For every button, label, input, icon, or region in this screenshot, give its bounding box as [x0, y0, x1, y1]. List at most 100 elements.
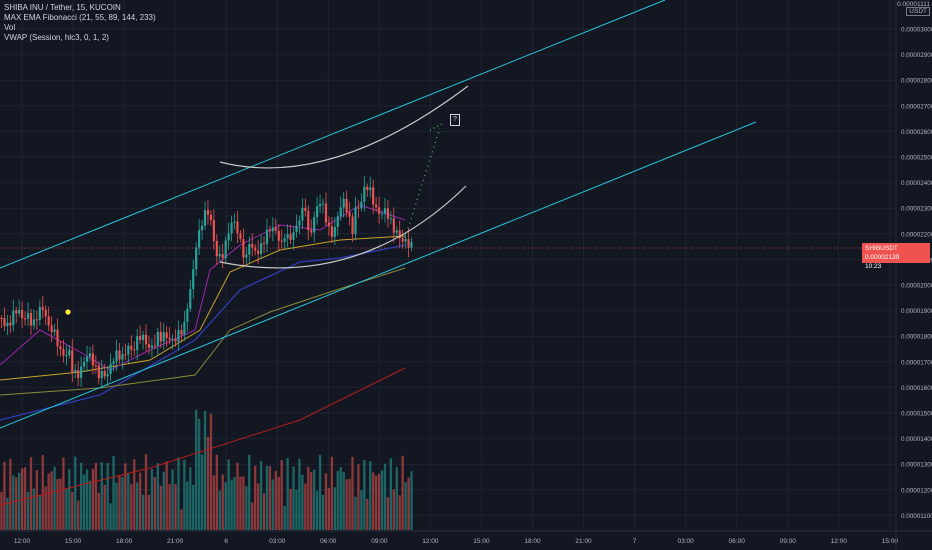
volume-bar	[71, 491, 74, 530]
x-tick-label: 03:00	[269, 538, 286, 545]
candle-body	[139, 336, 142, 341]
candle-body	[206, 210, 210, 215]
candle-body	[286, 234, 289, 239]
volume-bar	[254, 465, 257, 530]
x-tick-label: 21:00	[167, 538, 184, 545]
candle-body	[56, 329, 59, 347]
candle-body	[268, 229, 271, 232]
volume-bar	[200, 454, 204, 530]
candle-body	[389, 218, 392, 220]
volume-indicator-label[interactable]: Vol	[4, 23, 16, 32]
x-tick-label: 15:00	[882, 538, 899, 545]
volume-bar	[180, 509, 183, 530]
arc-lower	[219, 185, 467, 269]
x-tick-label: 12:00	[14, 538, 31, 545]
volume-bar	[88, 480, 92, 530]
ema-144-line	[0, 244, 406, 421]
candle-body	[274, 227, 277, 231]
candle-body	[103, 370, 106, 377]
volume-bar	[165, 461, 168, 530]
badge-countdown: 10:23	[865, 263, 882, 270]
volume-bar	[85, 469, 89, 530]
currency-corner[interactable]: 0.00001111 USDT	[897, 1, 930, 16]
x-tick-label: 21:00	[575, 538, 592, 545]
candle-body	[336, 216, 339, 227]
volume-bar	[56, 479, 59, 530]
candle-body	[378, 207, 381, 214]
volume-bar	[38, 494, 41, 530]
candle-body	[29, 312, 33, 326]
volume-bar	[313, 469, 316, 530]
volume-bar	[209, 414, 213, 530]
currency-label[interactable]: USDT	[906, 7, 930, 16]
candle-body	[398, 230, 401, 239]
candle-body	[277, 230, 280, 241]
volume-bar	[283, 505, 286, 530]
volume-bar	[286, 458, 289, 530]
volume-bar	[0, 492, 3, 530]
candle-body	[351, 216, 354, 235]
candle-body	[115, 350, 118, 362]
volume-bar	[62, 457, 65, 530]
ema-89-line	[0, 235, 406, 381]
symbol-title[interactable]: SHIBA INU / Tether, 15, KUCOIN	[4, 3, 121, 12]
candle-body	[404, 239, 407, 242]
candle-body	[242, 238, 245, 258]
volume-bar	[280, 460, 283, 530]
candle-body	[265, 229, 269, 245]
candle-body	[24, 318, 27, 320]
volume-bar	[50, 471, 53, 530]
candle-body	[168, 337, 171, 340]
candle-body	[339, 207, 342, 217]
chart-legend: SHIBA INU / Tether, 15, KUCOIN MAX EMA F…	[4, 3, 156, 43]
volume-bar	[321, 494, 325, 530]
candle-body	[3, 318, 6, 326]
candle-body	[83, 361, 86, 367]
question-annotation[interactable]: ?	[450, 114, 460, 126]
x-tick-label: 09:00	[780, 538, 797, 545]
y-tick-label: 0.00002600	[901, 129, 932, 136]
volume-bar	[369, 461, 372, 530]
y-tick-label: 0.00002800	[901, 78, 932, 85]
volume-bar	[103, 484, 106, 530]
volume-bar	[74, 456, 77, 530]
volume-bar	[330, 456, 334, 530]
candle-body	[230, 222, 233, 234]
y-tick-label: 0.00002000	[901, 283, 932, 290]
volume-bar	[372, 472, 375, 530]
candle-body	[198, 230, 201, 248]
volume-bar	[206, 436, 210, 530]
volume-bar	[221, 474, 224, 530]
candle-body	[262, 243, 266, 245]
candle-body	[85, 356, 89, 362]
volume-bar	[251, 502, 254, 530]
candle-body	[327, 222, 330, 227]
volume-bar	[230, 479, 233, 530]
volume-bar	[366, 498, 369, 530]
vwap-indicator-label[interactable]: VWAP (Session, hlc3, 0, 1, 2)	[4, 33, 109, 42]
x-tick-label: 6	[224, 538, 228, 545]
volume-bar	[292, 466, 295, 530]
volume-bar	[153, 477, 157, 530]
candle-body	[38, 306, 41, 320]
candle-body	[65, 355, 68, 357]
volume-bar	[315, 491, 319, 530]
candle-body	[354, 207, 357, 235]
candle-body	[330, 226, 333, 237]
x-tick-label: 7	[633, 538, 637, 545]
candle-body	[410, 242, 413, 248]
volume-bar	[404, 482, 407, 530]
volume-bar	[47, 473, 50, 530]
volume-bar	[259, 460, 263, 530]
volume-bar	[6, 497, 9, 530]
candle-body	[221, 254, 224, 259]
candle-body	[245, 254, 248, 258]
candle-body	[162, 332, 165, 342]
volume-bar	[68, 469, 71, 530]
volume-bar	[183, 459, 186, 530]
candle-body	[407, 239, 410, 248]
candle-body	[271, 227, 274, 232]
ema-indicator-label[interactable]: MAX EMA Fibonacci (21, 55, 89, 144, 233)	[4, 13, 156, 22]
